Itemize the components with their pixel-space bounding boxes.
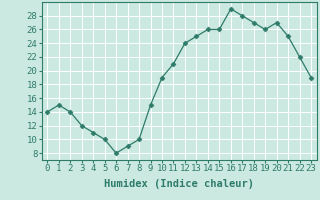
X-axis label: Humidex (Indice chaleur): Humidex (Indice chaleur) [104,179,254,189]
